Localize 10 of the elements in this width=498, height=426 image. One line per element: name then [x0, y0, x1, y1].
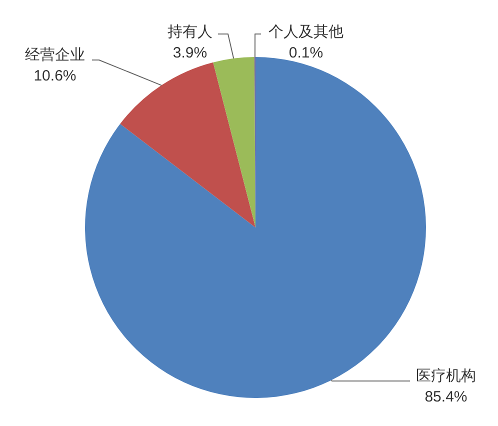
- slice-label: 经营企业: [25, 46, 85, 64]
- data-label: 85.4%: [424, 388, 468, 406]
- slice-label: 个人及其他: [268, 24, 344, 40]
- slice-label: 医疗机构: [416, 368, 476, 384]
- slice-label: 持有人: [168, 24, 212, 40]
- pie-slice: [120, 62, 256, 228]
- data-label: 0.1%: [288, 44, 324, 62]
- data-label: 10.6%: [34, 68, 76, 84]
- pie-slice: [213, 57, 256, 228]
- data-label: 3.9%: [172, 44, 208, 62]
